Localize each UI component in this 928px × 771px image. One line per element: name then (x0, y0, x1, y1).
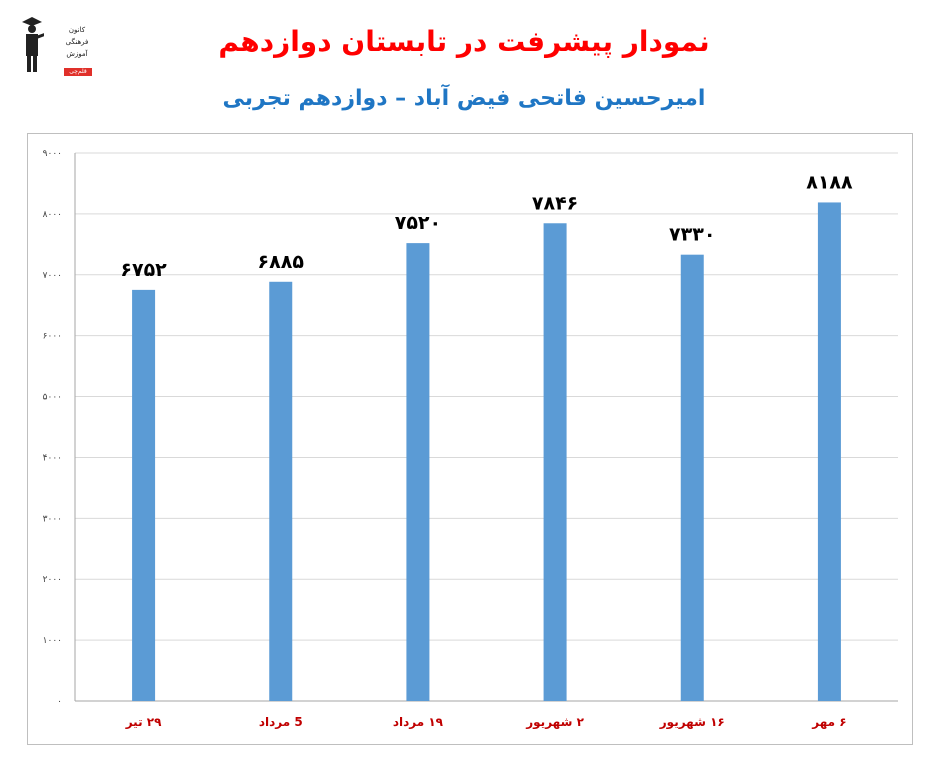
x-tick-label: ۱۹ مرداد (393, 715, 444, 729)
y-axis: ۰ ۱۰۰۰ ۲۰۰۰ ۳۰۰۰ ۴۰۰۰ ۵۰۰۰ ۶۰۰۰ ۷۰۰۰ ۸۰۰۰ ۹۰۰۰ (43, 149, 76, 707)
data-label: ۸۱۸۸ (806, 171, 853, 193)
logo-text-line2: فرهنگی (65, 38, 89, 46)
chart-subtitle: امیرحسین فاتحی فیض آباد – دوازدهم تجربی (222, 86, 706, 111)
logo-text-line1: کانون (68, 26, 86, 34)
logo-text-line3: آموزش (66, 50, 88, 58)
y-tick-label: ۸۰۰۰ (43, 210, 62, 220)
x-tick-label: ۱۶ شهریور (659, 715, 725, 730)
y-tick-label: ۱۰۰۰ (43, 636, 62, 646)
y-tick-label: ۰ (57, 697, 62, 707)
bar (132, 289, 156, 701)
bar (680, 254, 704, 701)
data-label: ۷۸۴۶ (532, 192, 578, 214)
logo-badge: قلم‌چی (64, 68, 92, 76)
y-tick-label: ۳۰۰۰ (43, 514, 62, 524)
bar (817, 202, 841, 701)
data-label: ۶۸۸۵ (258, 251, 305, 273)
chart-area (27, 133, 913, 745)
bars (132, 202, 841, 702)
gridlines (75, 152, 898, 702)
data-label: ۶۷۵۲ (120, 259, 167, 281)
y-tick-label: ۵۰۰۰ (43, 393, 62, 403)
x-tick-label: ۶ مهر (811, 715, 846, 729)
y-tick-label: ۴۰۰۰ (43, 453, 62, 463)
bar (406, 243, 430, 702)
logo: کانون فرهنگی آموزش قلم‌چی (20, 12, 92, 76)
data-labels: ۶۷۵۲ ۶۸۸۵ ۷۵۲۰ ۷۸۴۶ ۷۳۳۰ ۸۱۸۸ (120, 171, 853, 280)
chart-title: نمودار پیشرفت در تابستان دوازدهم (218, 25, 710, 58)
data-label: ۷۵۲۰ (395, 212, 441, 234)
graduate-figure-icon (22, 17, 44, 72)
y-tick-label: ۲۰۰۰ (43, 575, 62, 585)
y-tick-label: ۶۰۰۰ (43, 332, 62, 342)
bar (269, 281, 293, 701)
y-tick-label: ۷۰۰۰ (43, 271, 62, 281)
x-tick-label: ۲۹ تیر (125, 715, 162, 729)
x-tick-label: 5 مرداد (259, 715, 303, 729)
data-label: ۷۳۳۰ (669, 224, 715, 246)
y-tick-label: ۹۰۰۰ (43, 149, 62, 159)
x-axis: ۲۹ تیر 5 مرداد ۱۹ مرداد ۲ شهریور ۱۶ شهریور ۶ … (125, 715, 847, 730)
x-tick-label: ۲ شهریور (525, 715, 584, 730)
bar (543, 223, 567, 701)
